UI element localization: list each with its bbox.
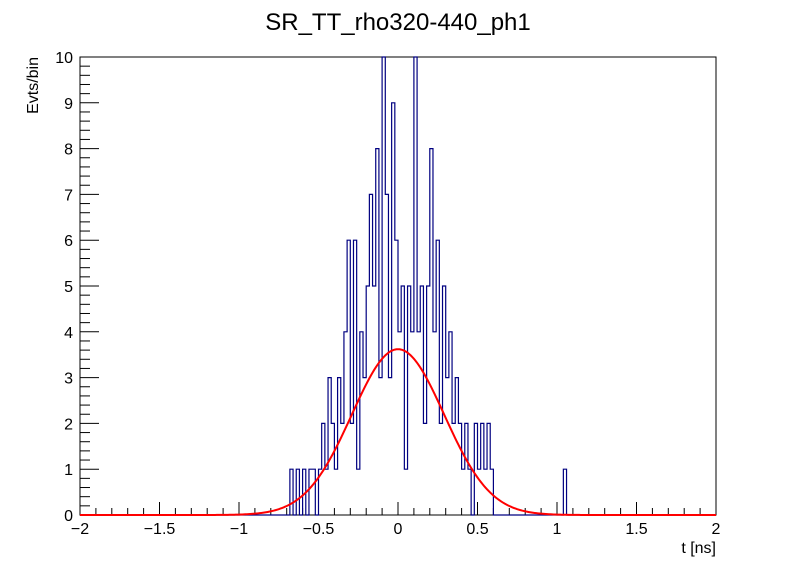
- histogram-bin: [433, 332, 436, 515]
- histogram-bin: [417, 332, 420, 515]
- y-tick-label: 0: [64, 508, 73, 525]
- x-tick-label: −2: [71, 521, 89, 538]
- chart-title: SR_TT_rho320-440_ph1: [265, 9, 531, 36]
- histogram-bin: [439, 423, 442, 515]
- histogram-bin: [388, 378, 391, 515]
- histogram-bin: [350, 423, 353, 515]
- y-tick-label: 10: [55, 50, 73, 67]
- histogram-bin: [484, 469, 487, 515]
- gaussian-fit-curve: [80, 348, 716, 516]
- x-axis-title: t [ns]: [681, 540, 716, 557]
- histogram-bin: [357, 469, 360, 515]
- x-tick-label: 1: [553, 521, 562, 538]
- y-tick-label: 2: [64, 416, 73, 433]
- histogram-bin: [398, 332, 401, 515]
- y-tick-label: 6: [64, 233, 73, 250]
- histogram-bin: [325, 469, 328, 515]
- x-tick-label: 0: [394, 521, 403, 538]
- x-tick-label: −0.5: [303, 521, 335, 538]
- y-axis-title: Evts/bin: [25, 57, 42, 114]
- x-tick-labels: −2 −1.5 −1 −0.5 0 0.5 1 1.5 2: [71, 521, 721, 538]
- histogram-outline: [80, 56, 716, 516]
- y-tick-labels: 0 1 2 3 4 5 6 7 8 9 10: [55, 50, 73, 525]
- y-tick-label: 1: [64, 462, 73, 479]
- histogram-bin: [373, 286, 376, 515]
- x-tick-label: 0.5: [466, 521, 488, 538]
- x-tick-label: −1: [230, 521, 248, 538]
- y-tick-label: 5: [64, 279, 73, 296]
- x-tick-label: 1.5: [625, 521, 647, 538]
- histogram-bin: [363, 378, 366, 515]
- y-tick-label: 8: [64, 142, 73, 159]
- y-tick-label: 3: [64, 371, 73, 388]
- y-tick-label: 7: [64, 187, 73, 204]
- histogram-bin: [404, 469, 407, 515]
- x-tick-label: −1.5: [144, 521, 176, 538]
- y-tick-label: 9: [64, 96, 73, 113]
- y-tick-label: 4: [64, 325, 73, 342]
- histogram-bin: [423, 423, 426, 515]
- x-tick-label: 2: [712, 521, 721, 538]
- histogram-bin: [379, 378, 382, 515]
- histogram-bin: [446, 378, 449, 515]
